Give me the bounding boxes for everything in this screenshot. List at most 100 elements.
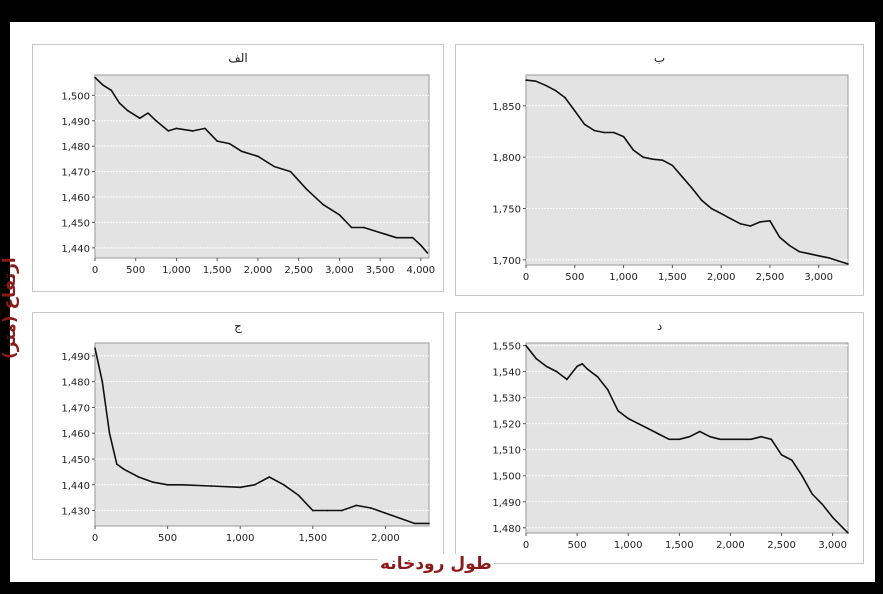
data-point xyxy=(821,503,824,506)
chart-svg-jim: 1,430 1,440 1,450 1,460 1,470 1,480 1,490 0 500 1… xyxy=(61,342,430,544)
data-point xyxy=(118,102,121,104)
x-tick-label: 1,000 xyxy=(614,540,643,551)
x-tick-label: 1,000 xyxy=(609,272,638,283)
data-point xyxy=(123,468,125,471)
y-tick-label: 1,460 xyxy=(61,193,90,204)
data-point xyxy=(658,433,660,435)
data-point xyxy=(573,110,576,112)
data-point xyxy=(535,357,538,360)
y-tick-label: 1,490 xyxy=(492,498,521,509)
data-point xyxy=(102,84,104,86)
data-point xyxy=(691,187,693,189)
data-point xyxy=(720,212,722,215)
chart-svg-dal: 1,480 1,490 1,500 1,510 1,520 1,530 1,540 1,550… xyxy=(492,342,849,551)
data-point xyxy=(273,165,276,168)
data-point xyxy=(413,522,416,525)
chart-title: ب xyxy=(653,51,666,65)
data-point xyxy=(257,155,259,158)
data-point xyxy=(842,526,844,529)
data-point xyxy=(379,231,381,234)
data-point xyxy=(228,142,231,145)
data-point xyxy=(126,109,129,112)
figure-frame: الف 1,440 1,450 1,460 1,470 1,480 1,490 1,500 0… xyxy=(10,22,875,582)
data-point xyxy=(847,263,849,265)
y-tick-label: 1,480 xyxy=(492,524,521,535)
x-tick-label: 2,000 xyxy=(707,272,736,283)
y-tick-label: 1,550 xyxy=(492,342,521,353)
data-point xyxy=(583,123,586,126)
data-point xyxy=(668,438,670,441)
x-tick-label: 3,000 xyxy=(818,540,847,551)
data-point xyxy=(94,76,96,79)
y-tick-label: 1,430 xyxy=(61,507,90,518)
y-tick-label: 1,500 xyxy=(492,472,521,483)
data-point xyxy=(399,517,401,520)
data-point xyxy=(576,365,578,368)
data-point xyxy=(627,417,630,420)
data-point xyxy=(801,474,803,477)
data-point xyxy=(175,127,178,130)
data-point xyxy=(341,509,343,512)
data-point xyxy=(780,454,783,456)
data-point xyxy=(831,516,834,519)
y-tick-label: 1,510 xyxy=(492,446,521,457)
data-point xyxy=(769,220,771,222)
x-tick-label: 2,000 xyxy=(371,533,400,544)
data-point xyxy=(312,509,314,512)
data-point xyxy=(428,522,430,525)
y-tick-label: 1,440 xyxy=(61,244,90,255)
data-point xyxy=(678,438,681,441)
y-tick-label: 1,490 xyxy=(61,352,90,363)
data-point xyxy=(384,512,387,514)
x-tick-label: 4,000 xyxy=(407,265,436,276)
data-point xyxy=(534,80,537,82)
data-point xyxy=(661,159,664,162)
data-point xyxy=(710,207,713,210)
y-tick-label: 1,520 xyxy=(492,420,521,431)
data-point xyxy=(370,507,372,509)
data-point xyxy=(363,226,365,229)
x-tick-label: 0 xyxy=(92,533,98,544)
data-point xyxy=(637,422,640,425)
data-point xyxy=(216,140,218,142)
x-tick-label: 2,500 xyxy=(756,272,785,283)
series-line xyxy=(525,345,849,534)
y-tick-label: 1,850 xyxy=(492,102,521,113)
x-tick-label: 1,500 xyxy=(665,540,694,551)
data-point xyxy=(268,476,271,478)
data-point xyxy=(759,221,761,223)
data-point xyxy=(586,368,589,370)
data-point xyxy=(817,254,820,257)
data-point xyxy=(204,127,206,130)
y-tick-label: 1,450 xyxy=(61,218,90,229)
x-tick-label: 0 xyxy=(92,265,98,276)
data-point xyxy=(239,486,242,489)
data-point xyxy=(770,438,773,441)
data-point xyxy=(545,365,548,368)
data-point xyxy=(613,131,615,134)
y-tick-label: 1,480 xyxy=(61,378,90,389)
data-point xyxy=(555,370,558,373)
data-point xyxy=(94,347,96,349)
x-tick-label: 2,000 xyxy=(716,540,745,551)
data-point xyxy=(167,130,170,132)
data-point xyxy=(688,435,691,438)
x-tick-label: 2,500 xyxy=(284,265,313,276)
data-point xyxy=(681,175,683,178)
x-tick-label: 1,500 xyxy=(658,272,687,283)
x-tick-label: 500 xyxy=(565,272,584,283)
data-point xyxy=(566,378,568,381)
data-point xyxy=(700,199,703,202)
plot-area xyxy=(94,74,430,259)
data-point xyxy=(729,438,732,441)
data-point xyxy=(139,117,141,120)
data-point xyxy=(642,156,644,158)
data-point xyxy=(593,129,596,132)
y-axis-label: ارتفاع (متر) xyxy=(0,257,20,359)
data-point xyxy=(808,252,810,255)
data-point xyxy=(253,483,256,486)
data-point xyxy=(790,459,793,461)
data-point xyxy=(155,119,157,122)
chart-panel-dal: د 1,480 1,490 1,500 1,510 1,520 1,530 1,540 1,5… xyxy=(455,312,864,564)
y-tick-label: 1,500 xyxy=(61,91,90,102)
